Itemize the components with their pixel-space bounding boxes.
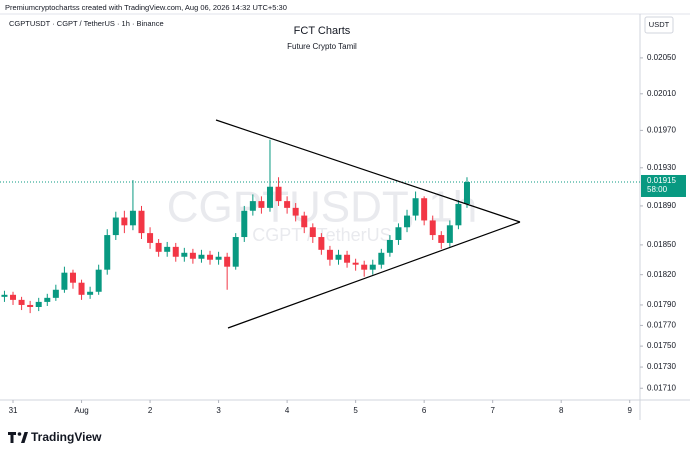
- chart-title: FCT Charts: [294, 25, 351, 37]
- chart-subtitle: Future Crypto Tamil: [287, 42, 357, 51]
- y-tick-label: 0.02050: [647, 53, 676, 62]
- countdown: 58:00: [647, 185, 668, 194]
- candle-body: [386, 239, 393, 253]
- x-tick-label: 9: [627, 406, 632, 415]
- watermark-sub: CGPT / TetherUS: [252, 225, 391, 245]
- logo-mark: [8, 432, 16, 443]
- candle-body: [335, 254, 342, 260]
- last-price-label: 0.01915: [647, 176, 676, 185]
- candle-body: [266, 186, 273, 208]
- candle-body: [52, 289, 59, 298]
- logo-slash: [21, 432, 28, 443]
- candle-body: [455, 204, 462, 226]
- candle-body: [352, 262, 359, 265]
- brand: TradingView: [31, 430, 102, 444]
- candle-body: [232, 237, 239, 267]
- candle-body: [463, 181, 470, 205]
- candle-body: [301, 215, 308, 228]
- candle-body: [318, 237, 325, 250]
- trendline-lower: [227, 221, 521, 329]
- candle-body: [207, 254, 214, 260]
- currency[interactable]: USDT: [649, 20, 670, 29]
- candle-body: [404, 215, 411, 228]
- x-tick-label: 5: [353, 406, 358, 415]
- y-tick-label: 0.01730: [647, 362, 676, 371]
- y-tick-label: 0.01820: [647, 270, 676, 279]
- currency-box[interactable]: [644, 16, 674, 34]
- y-tick-label: 0.01850: [647, 240, 676, 249]
- x-tick-label: 8: [559, 406, 564, 415]
- candle-body: [10, 294, 17, 300]
- y-tick-label: 0.01750: [647, 341, 676, 350]
- x-tick-label: Aug: [74, 406, 88, 415]
- brand-logo: TradingView: [8, 430, 102, 444]
- y-tick-label: 0.02010: [647, 89, 676, 98]
- y-tick-label: 0.01790: [647, 300, 676, 309]
- candle-body: [69, 272, 76, 283]
- candle-body: [395, 227, 402, 240]
- candle-body: [44, 297, 51, 302]
- candle-body: [412, 198, 419, 216]
- candle-body: [61, 272, 68, 290]
- candle-body: [369, 264, 376, 270]
- candle-body: [224, 256, 231, 267]
- candle-body: [284, 201, 291, 208]
- candle-body: [95, 269, 102, 292]
- candle-body: [155, 242, 162, 252]
- plot: 0.02050 0.02010 0.01970 0.01930 0.01890 0.018…: [0, 53, 686, 415]
- candle-body: [378, 252, 385, 265]
- candle-body: [27, 304, 34, 307]
- x-tick-label: 7: [490, 406, 495, 415]
- candle-body: [138, 210, 145, 234]
- x-tick-label: 2: [148, 406, 153, 415]
- candle-body: [147, 233, 154, 243]
- candle-body: [275, 186, 282, 202]
- candle-body: [241, 210, 248, 238]
- symbol-info: CGPTUSDT · CGPT / TetherUS · 1h · Binanc…: [9, 19, 164, 28]
- candle-body: [87, 291, 94, 295]
- candle-body: [35, 301, 42, 307]
- candle-body: [309, 227, 316, 238]
- candle-body: [215, 256, 222, 260]
- x-tick-label: 3: [216, 406, 221, 415]
- y-tick-label: 0.01710: [647, 383, 676, 392]
- y-tick-label: 0.01890: [647, 201, 676, 210]
- candle-body: [292, 207, 299, 216]
- y-tick-label: 0.01770: [647, 321, 676, 330]
- candle-body: [104, 235, 111, 270]
- y-tick-label: 0.01970: [647, 126, 676, 135]
- candle-body: [344, 254, 351, 263]
- candle-body: [121, 217, 128, 226]
- candle-body: [78, 282, 85, 295]
- candle-body: [189, 252, 196, 259]
- trendline-upper: [215, 119, 521, 223]
- candle-body: [258, 201, 265, 208]
- x-tick-label: 4: [285, 406, 290, 415]
- candle-body: [421, 198, 428, 221]
- candle-body: [18, 299, 25, 305]
- candle-body: [164, 246, 171, 252]
- candle-body: [129, 210, 136, 226]
- last-price-box: [641, 174, 686, 197]
- candle-body: [249, 201, 256, 211]
- candle-body: [438, 235, 445, 243]
- candle-body: [112, 217, 119, 236]
- candle-body: [1, 294, 8, 297]
- candle-body: [326, 249, 333, 260]
- x-tick-label: 6: [422, 406, 427, 415]
- logo-dot: [17, 432, 22, 436]
- candle-body: [172, 246, 179, 257]
- candle-body: [181, 252, 188, 257]
- header: Premiumcryptochartss created with Tradin…: [5, 3, 287, 12]
- candle-body: [429, 220, 436, 236]
- candle-body: [446, 225, 453, 243]
- x-tick-label: 31: [9, 406, 18, 415]
- candle-body: [198, 254, 205, 259]
- y-tick-label: 0.01930: [647, 163, 676, 172]
- candle-body: [361, 264, 368, 270]
